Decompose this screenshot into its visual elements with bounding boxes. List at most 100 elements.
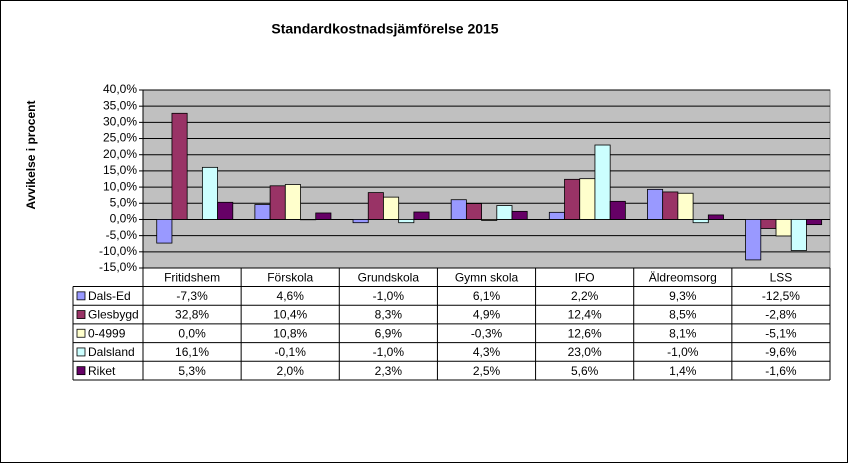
table-cell: 10,8% bbox=[273, 326, 307, 340]
y-tick-label: -10,0% bbox=[99, 244, 137, 258]
table-cell: 10,4% bbox=[273, 308, 307, 322]
table-cell: 6,1% bbox=[473, 289, 501, 303]
y-tick-label: -5,0% bbox=[106, 228, 138, 242]
y-tick-label: 40,0% bbox=[103, 82, 137, 96]
bar bbox=[564, 178, 581, 220]
y-tick-label: 20,0% bbox=[103, 147, 137, 161]
bar bbox=[481, 219, 498, 221]
bar bbox=[692, 219, 709, 224]
bar bbox=[450, 199, 467, 220]
legend-key bbox=[76, 366, 86, 376]
table-cell: 12,4% bbox=[568, 308, 602, 322]
bar bbox=[156, 219, 173, 244]
bar bbox=[662, 191, 679, 220]
y-tick-label: 0,0% bbox=[110, 212, 138, 226]
x-tick-label: Förskola bbox=[267, 270, 313, 284]
table-cell: 2,3% bbox=[375, 364, 403, 378]
bar bbox=[315, 212, 332, 220]
table-cell: -5,1% bbox=[765, 326, 797, 340]
table-cell: 8,5% bbox=[669, 308, 697, 322]
table-cell: 0,0% bbox=[178, 326, 206, 340]
bar bbox=[790, 219, 807, 251]
x-tick-label: Fritidshem bbox=[164, 270, 220, 284]
y-tick-label: 25,0% bbox=[103, 131, 137, 145]
legend-key bbox=[76, 291, 86, 301]
bar bbox=[352, 219, 369, 224]
table-cell: 4,6% bbox=[277, 289, 305, 303]
table-cell: -0,1% bbox=[275, 345, 307, 359]
bar bbox=[707, 214, 724, 220]
bar bbox=[254, 204, 271, 220]
legend-label: Dals-Ed bbox=[88, 289, 131, 303]
y-tick-label: 15,0% bbox=[103, 163, 137, 177]
legend-key bbox=[76, 347, 86, 357]
table-cell: 2,2% bbox=[571, 289, 599, 303]
bar bbox=[677, 192, 694, 220]
x-tick-label: LSS bbox=[770, 270, 793, 284]
bar bbox=[609, 200, 626, 220]
x-tick-label: IFO bbox=[575, 270, 595, 284]
bar bbox=[579, 178, 596, 220]
plot-area bbox=[142, 89, 831, 269]
legend-label: Dalsland bbox=[88, 345, 135, 359]
bar bbox=[413, 211, 430, 220]
x-tick-label: Grundskola bbox=[358, 270, 420, 284]
table-cell: -1,0% bbox=[667, 345, 699, 359]
bar bbox=[465, 203, 482, 220]
chart-title: Standardkostnadsjämförelse 2015 bbox=[271, 21, 498, 37]
table-cell: 2,0% bbox=[277, 364, 305, 378]
bar bbox=[647, 188, 664, 220]
table-cell: -2,8% bbox=[765, 308, 797, 322]
table-cell: 5,6% bbox=[571, 364, 599, 378]
bar bbox=[383, 196, 400, 220]
bar bbox=[760, 219, 777, 229]
y-axis-label: Avvikelse i procent bbox=[24, 101, 38, 210]
table-cell: -1,0% bbox=[373, 345, 405, 359]
table-cell: 12,6% bbox=[568, 326, 602, 340]
legend-label: Glesbygd bbox=[88, 308, 139, 322]
table-cell: 4,9% bbox=[473, 308, 501, 322]
legend-label: Riket bbox=[88, 364, 116, 378]
y-tick-label: 30,0% bbox=[103, 115, 137, 129]
table-cell: 23,0% bbox=[568, 345, 602, 359]
y-tick-label: 5,0% bbox=[110, 195, 138, 209]
table-cell: 2,5% bbox=[473, 364, 501, 378]
y-tick-label: -15,0% bbox=[99, 260, 137, 274]
bar bbox=[171, 112, 188, 220]
bar bbox=[548, 211, 565, 220]
table-cell: -7,3% bbox=[176, 289, 208, 303]
legend-key bbox=[76, 328, 86, 338]
table-cell: -1,6% bbox=[765, 364, 797, 378]
x-tick-label: Äldreomsorg bbox=[649, 270, 717, 284]
legend-label: 0-4999 bbox=[88, 326, 126, 340]
y-tick-label: 35,0% bbox=[103, 98, 137, 112]
bar bbox=[594, 144, 611, 220]
table-cell: 1,4% bbox=[669, 364, 697, 378]
bar bbox=[806, 219, 823, 226]
bar bbox=[269, 185, 286, 220]
bar bbox=[367, 192, 384, 220]
table-cell: 8,1% bbox=[669, 326, 697, 340]
table-cell: 32,8% bbox=[175, 308, 209, 322]
bar bbox=[496, 205, 513, 220]
table-cell: -12,5% bbox=[762, 289, 800, 303]
bar bbox=[284, 184, 301, 220]
table-cell: 5,3% bbox=[178, 364, 206, 378]
table-cell: 8,3% bbox=[375, 308, 403, 322]
table-cell: 16,1% bbox=[175, 345, 209, 359]
table-cell: -9,6% bbox=[765, 345, 797, 359]
bar bbox=[217, 201, 234, 220]
bar bbox=[201, 166, 218, 220]
table-cell: 9,3% bbox=[669, 289, 697, 303]
bar bbox=[775, 219, 792, 237]
legend-key bbox=[76, 310, 86, 319]
y-tick-label: 10,0% bbox=[103, 179, 137, 193]
bar bbox=[398, 219, 415, 224]
table-cell: -0,3% bbox=[471, 326, 503, 340]
x-tick-label: Gymn skola bbox=[455, 270, 519, 284]
bar bbox=[511, 210, 528, 220]
table-cell: 4,3% bbox=[473, 345, 501, 359]
table-cell: -1,0% bbox=[373, 289, 405, 303]
bar bbox=[745, 219, 762, 261]
